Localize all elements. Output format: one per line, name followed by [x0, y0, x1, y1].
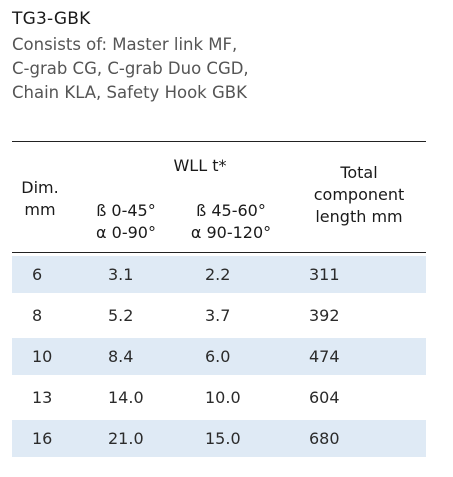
description-line: C-grab CG, C-grab Duo CGD, [12, 59, 249, 78]
cell-wll2: 2.2 [205, 265, 231, 284]
cell-dim: 6 [32, 265, 43, 284]
cell-wll1: 14.0 [108, 388, 144, 407]
cell-wll2: 10.0 [205, 388, 241, 407]
cell-wll1: 8.4 [108, 347, 134, 366]
cell-dim: 16 [32, 429, 53, 448]
cell-length: 604 [309, 388, 340, 407]
product-title: TG3-GBK [12, 9, 91, 29]
header-wll-col1: ß 0-45° α 0-90° [96, 201, 156, 242]
header-wll-group: WLL t* [173, 156, 227, 175]
cell-length: 680 [309, 429, 340, 448]
cell-wll2: 3.7 [205, 306, 231, 325]
description-line: Consists of: Master link MF, [12, 35, 238, 54]
table-header-rule [12, 252, 426, 253]
cell-wll1: 3.1 [108, 265, 134, 284]
header-dim: Dim. mm [21, 178, 59, 219]
cell-wll2: 15.0 [205, 429, 241, 448]
table-row: 8 5.2 3.7 392 [12, 297, 426, 334]
cell-length: 311 [309, 265, 340, 284]
cell-wll1: 5.2 [108, 306, 134, 325]
cell-length: 392 [309, 306, 340, 325]
cell-wll1: 21.0 [108, 429, 144, 448]
cell-dim: 8 [32, 306, 43, 325]
cell-dim: 10 [32, 347, 53, 366]
cell-dim: 13 [32, 388, 53, 407]
product-description: Consists of: Master link MF, C-grab CG, … [12, 33, 442, 105]
table-row: 10 8.4 6.0 474 [12, 338, 426, 375]
description-line: Chain KLA, Safety Hook GBK [12, 83, 247, 102]
header-wll-col2: ß 45-60° α 90-120° [190, 201, 272, 242]
table-row: 6 3.1 2.2 311 [12, 256, 426, 293]
header-total-length: Total component length mm [313, 163, 405, 226]
cell-wll2: 6.0 [205, 347, 231, 366]
table-row: 16 21.0 15.0 680 [12, 420, 426, 457]
table-top-rule [12, 141, 426, 142]
table-row: 13 14.0 10.0 604 [12, 379, 426, 416]
cell-length: 474 [309, 347, 340, 366]
